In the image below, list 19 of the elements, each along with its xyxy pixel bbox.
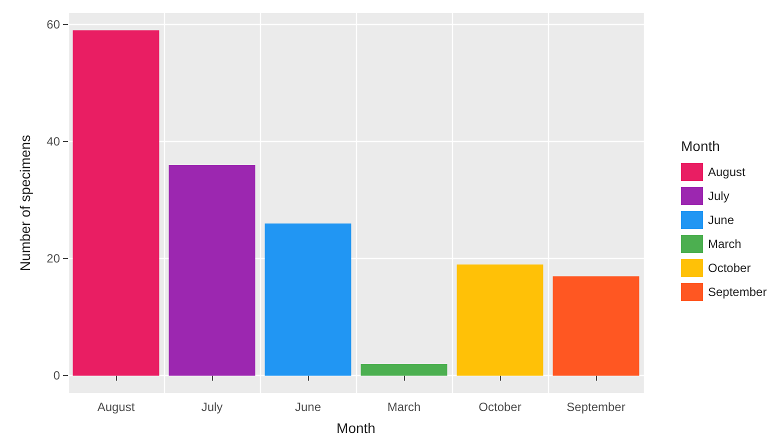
x-tick-label: August — [97, 400, 136, 414]
legend-label: March — [708, 237, 742, 251]
x-tick-label: September — [566, 400, 626, 414]
y-axis-title: Number of specimens — [17, 134, 33, 272]
legend-label: October — [708, 261, 751, 275]
y-tick-label: 0 — [53, 368, 60, 383]
legend-label: August — [708, 165, 746, 179]
x-tick-label: June — [294, 400, 322, 414]
y-tick-label: 60 — [46, 17, 60, 32]
legend-label: September — [708, 285, 767, 299]
y-tick-label: 40 — [46, 134, 60, 149]
y-tick-label: 20 — [46, 252, 60, 266]
legend-label: June — [708, 213, 734, 227]
x-tick-label: March — [387, 400, 421, 414]
x-tick-label: July — [201, 400, 223, 414]
x-axis-title: Month — [336, 420, 376, 436]
x-tick-label: October — [478, 400, 522, 414]
legend-label: July — [708, 189, 730, 203]
legend-title: Month — [681, 138, 720, 154]
